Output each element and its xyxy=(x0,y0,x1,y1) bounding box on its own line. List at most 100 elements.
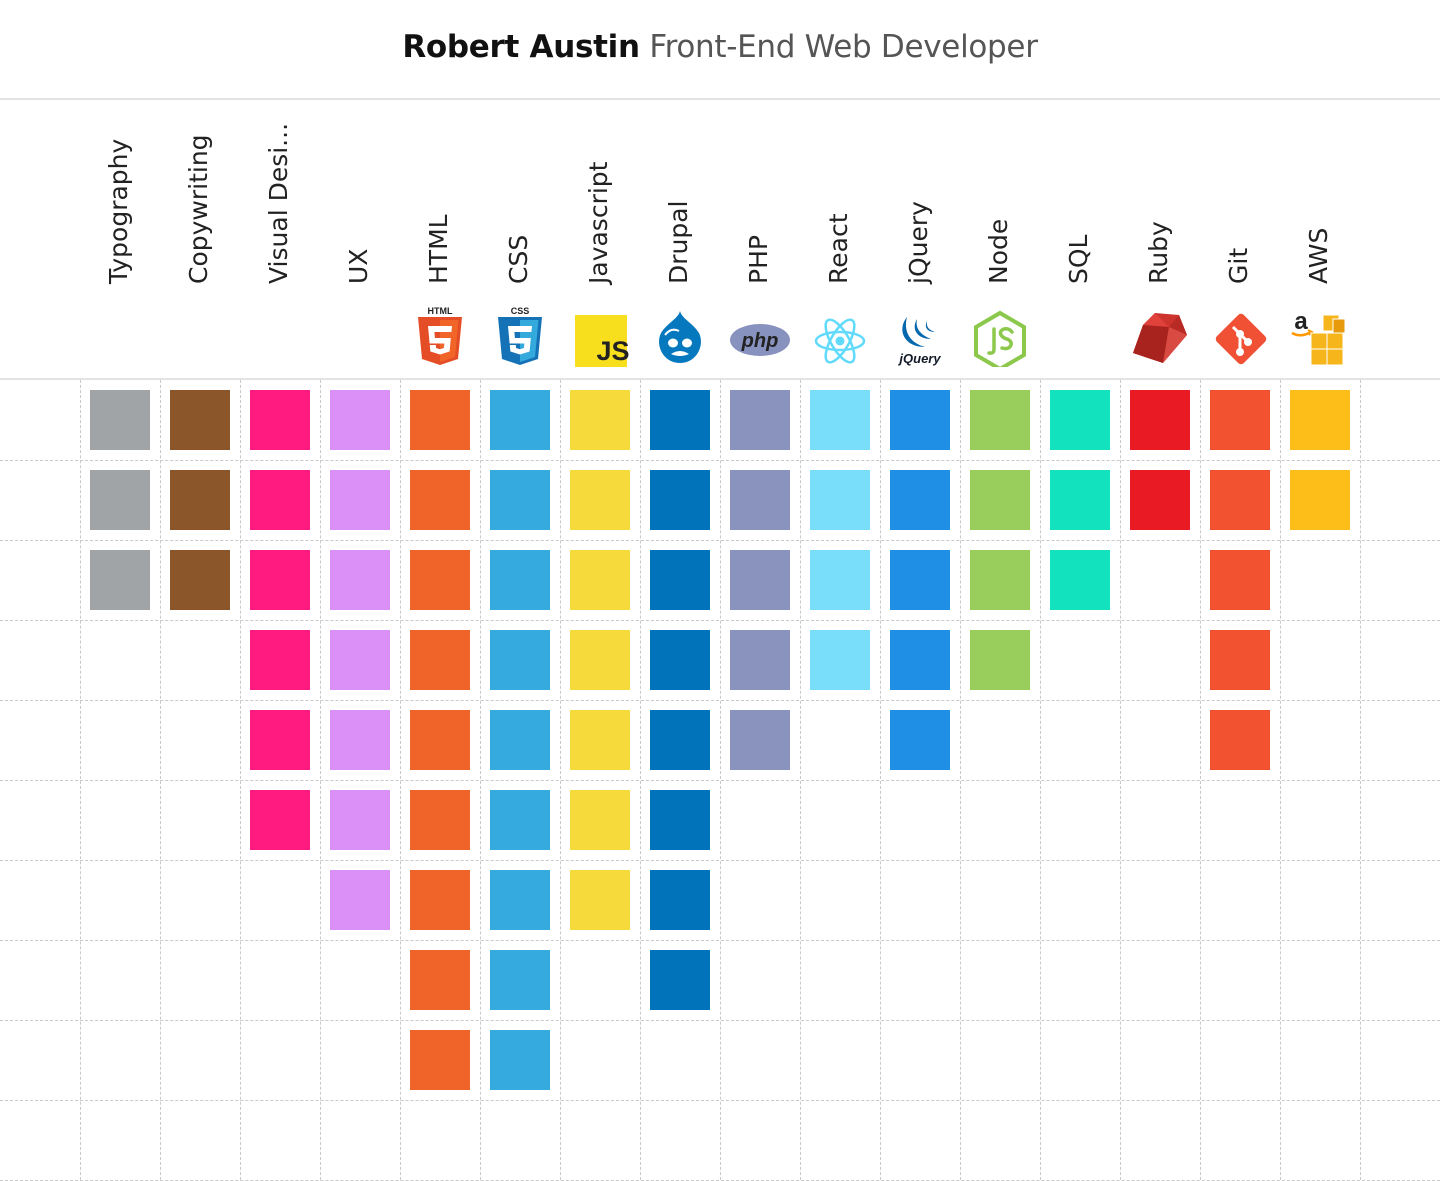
skill-level-cell xyxy=(1210,630,1270,690)
skill-level-cell xyxy=(650,710,710,770)
grid-column-line xyxy=(320,380,321,1180)
skill-level-cell xyxy=(1050,550,1110,610)
skill-level-cell xyxy=(250,630,310,690)
skill-level-cell xyxy=(1290,390,1350,450)
skill-level-cell xyxy=(90,470,150,530)
skill-level-cell xyxy=(330,790,390,850)
skill-level-cell xyxy=(810,630,870,690)
skill-level-cell xyxy=(570,710,630,770)
skill-level-cell xyxy=(410,870,470,930)
grid-column-line xyxy=(720,380,721,1180)
svg-text:CSS: CSS xyxy=(511,306,530,316)
grid-column-line xyxy=(1200,380,1201,1180)
php-icon: php xyxy=(729,305,791,367)
skill-level-cell xyxy=(250,790,310,850)
skill-level-cell xyxy=(1050,390,1110,450)
drupal-icon xyxy=(649,305,711,367)
skill-level-cell xyxy=(410,470,470,530)
page-header: Robert Austin Front-End Web Developer xyxy=(0,0,1440,100)
skill-level-cell xyxy=(250,470,310,530)
grid-column-line xyxy=(80,380,81,1180)
grid-column-line xyxy=(640,380,641,1180)
skill-level-cell xyxy=(970,390,1030,450)
git-icon xyxy=(1209,305,1271,367)
developer-role: Front-End Web Developer xyxy=(649,28,1038,65)
skill-level-cell xyxy=(250,390,310,450)
html5-icon: HTML xyxy=(409,305,471,367)
svg-text:a: a xyxy=(1294,308,1308,335)
skill-level-cell xyxy=(410,630,470,690)
skill-level-cell xyxy=(1130,390,1190,450)
skill-level-cell xyxy=(730,470,790,530)
grid-column-line xyxy=(1360,380,1361,1180)
skill-level-cell xyxy=(1210,550,1270,610)
ruby-icon xyxy=(1129,305,1191,367)
skill-level-cell xyxy=(490,390,550,450)
skill-level-cell xyxy=(410,790,470,850)
grid-column-line xyxy=(480,380,481,1180)
skill-level-cell xyxy=(410,1030,470,1090)
grid-column-line xyxy=(1280,380,1281,1180)
skill-level-cell xyxy=(490,950,550,1010)
skill-level-cell xyxy=(730,630,790,690)
developer-name: Robert Austin xyxy=(402,28,640,65)
skill-level-cell xyxy=(1050,470,1110,530)
skill-level-cell xyxy=(490,870,550,930)
jquery-icon: jQuery xyxy=(889,305,951,367)
skill-level-cell xyxy=(810,390,870,450)
javascript-icon: JS xyxy=(569,305,631,367)
skill-level-cell xyxy=(890,550,950,610)
skill-level-cell xyxy=(970,470,1030,530)
skill-level-cell xyxy=(330,710,390,770)
skill-level-cell xyxy=(570,470,630,530)
skill-level-cell xyxy=(650,790,710,850)
skill-level-cell xyxy=(1210,710,1270,770)
skill-level-cell xyxy=(970,550,1030,610)
skill-level-cell xyxy=(650,390,710,450)
skill-level-cell xyxy=(890,390,950,450)
skill-level-cell xyxy=(410,950,470,1010)
skill-level-cell xyxy=(570,550,630,610)
svg-text:JS: JS xyxy=(596,336,629,366)
svg-text:jQuery: jQuery xyxy=(897,351,941,366)
skill-level-cell xyxy=(410,390,470,450)
skill-level-cell xyxy=(170,470,230,530)
skill-level-cell xyxy=(90,390,150,450)
react-icon xyxy=(809,305,871,367)
grid-column-line xyxy=(240,380,241,1180)
grid-column-line xyxy=(960,380,961,1180)
skill-level-cell xyxy=(170,550,230,610)
skill-level-cell xyxy=(490,470,550,530)
grid-column-line xyxy=(880,380,881,1180)
skill-level-cell xyxy=(650,630,710,690)
skill-level-cell xyxy=(810,470,870,530)
skill-level-cell xyxy=(890,710,950,770)
skill-level-cell xyxy=(570,390,630,450)
svg-text:HTML: HTML xyxy=(428,306,453,316)
grid-column-line xyxy=(160,380,161,1180)
grid-column-line xyxy=(800,380,801,1180)
skill-level-cell xyxy=(890,630,950,690)
grid-column-line xyxy=(1120,380,1121,1180)
skill-level-cell xyxy=(650,950,710,1010)
skill-level-cell xyxy=(330,870,390,930)
skill-level-cell xyxy=(1290,470,1350,530)
skill-level-cell xyxy=(170,390,230,450)
skill-level-cell xyxy=(730,550,790,610)
grid-column-line xyxy=(400,380,401,1180)
skill-level-cell xyxy=(490,630,550,690)
skill-level-cell xyxy=(330,470,390,530)
skill-level-cell xyxy=(970,630,1030,690)
grid-top-border xyxy=(0,378,1440,380)
skill-level-cell xyxy=(730,390,790,450)
skill-level-cell xyxy=(1130,470,1190,530)
skill-level-cell xyxy=(330,550,390,610)
skill-level-cell xyxy=(650,550,710,610)
css3-icon: CSS xyxy=(489,305,551,367)
skill-level-cell xyxy=(1210,470,1270,530)
skill-level-cell xyxy=(890,470,950,530)
grid-column-line xyxy=(1040,380,1041,1180)
skill-level-cell xyxy=(490,550,550,610)
